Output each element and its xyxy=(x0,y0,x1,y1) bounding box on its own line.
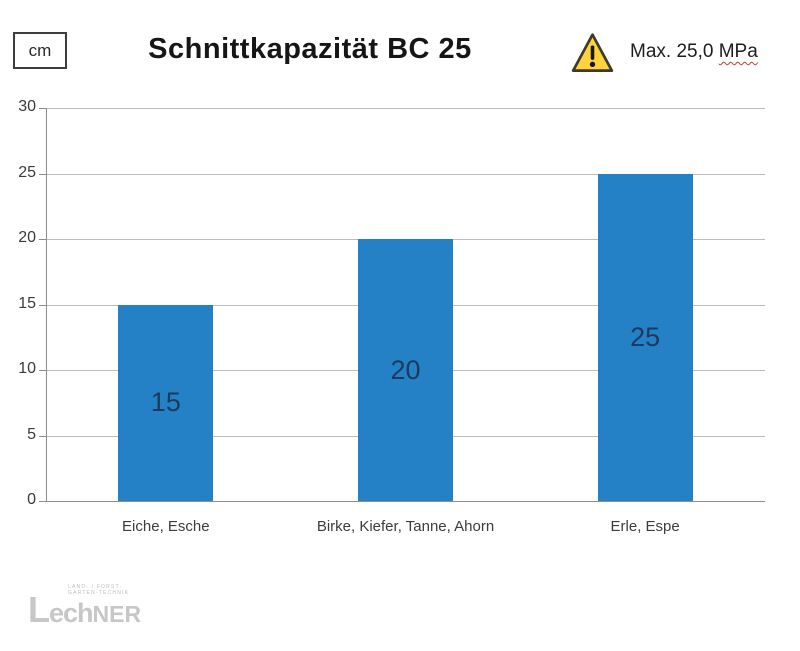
logo-letters-ech: ech xyxy=(49,598,94,628)
chart-title: Schnittkapazität BC 25 xyxy=(148,33,472,65)
y-axis-unit-label: cm xyxy=(28,40,52,60)
warning-group xyxy=(570,30,615,78)
bar-value-label: 25 xyxy=(630,321,661,352)
y-axis-tick xyxy=(39,304,46,306)
bar: 15 xyxy=(118,304,214,501)
max-pressure-unit: MPa xyxy=(718,41,758,62)
bar: 25 xyxy=(597,173,693,501)
y-tick-label: 15 xyxy=(18,294,36,312)
y-axis-tick xyxy=(39,108,46,109)
category-label: Erle, Espe xyxy=(610,518,680,535)
lechner-logo-tagline: LAND- / FORST- GARTEN-TECHNIK xyxy=(68,584,129,596)
y-axis-unit-box: cm xyxy=(13,32,67,69)
y-axis-line xyxy=(46,108,47,501)
gridline xyxy=(46,108,765,109)
y-tick-label: 30 xyxy=(18,98,36,115)
logo-tagline-line2: GARTEN-TECHNIK xyxy=(68,590,130,596)
y-axis-tick xyxy=(39,239,46,240)
max-pressure-label: Max. 25,0 MPa xyxy=(630,41,758,63)
y-tick-label: 10 xyxy=(18,360,36,377)
logo-tagline-line1: LAND- / FORST- xyxy=(68,584,123,590)
bar-value-label: 15 xyxy=(150,387,181,418)
max-pressure-value: Max. 25,0 xyxy=(630,41,719,62)
y-tick-label: 0 xyxy=(27,491,36,508)
logo-letter-l: L xyxy=(28,589,50,630)
gridline xyxy=(46,173,765,175)
bar-value-label: 20 xyxy=(390,354,421,385)
category-label: Eiche, Esche xyxy=(122,518,210,535)
y-tick-label: 5 xyxy=(27,425,36,443)
warning-triangle-icon xyxy=(571,33,614,72)
bar: 20 xyxy=(358,239,453,501)
y-axis-tick xyxy=(39,173,46,175)
y-tick-label: 25 xyxy=(18,163,36,181)
y-axis-tick xyxy=(39,435,46,437)
category-label: Birke, Kiefer, Tanne, Ahorn xyxy=(316,518,495,535)
y-axis-tick xyxy=(39,501,46,502)
logo-letters-ner: NER xyxy=(92,601,142,627)
y-axis-tick xyxy=(39,370,46,371)
lechner-logo-wordmark: LechNER xyxy=(28,589,141,631)
y-tick-label: 20 xyxy=(18,229,36,246)
x-axis-line xyxy=(46,501,765,502)
